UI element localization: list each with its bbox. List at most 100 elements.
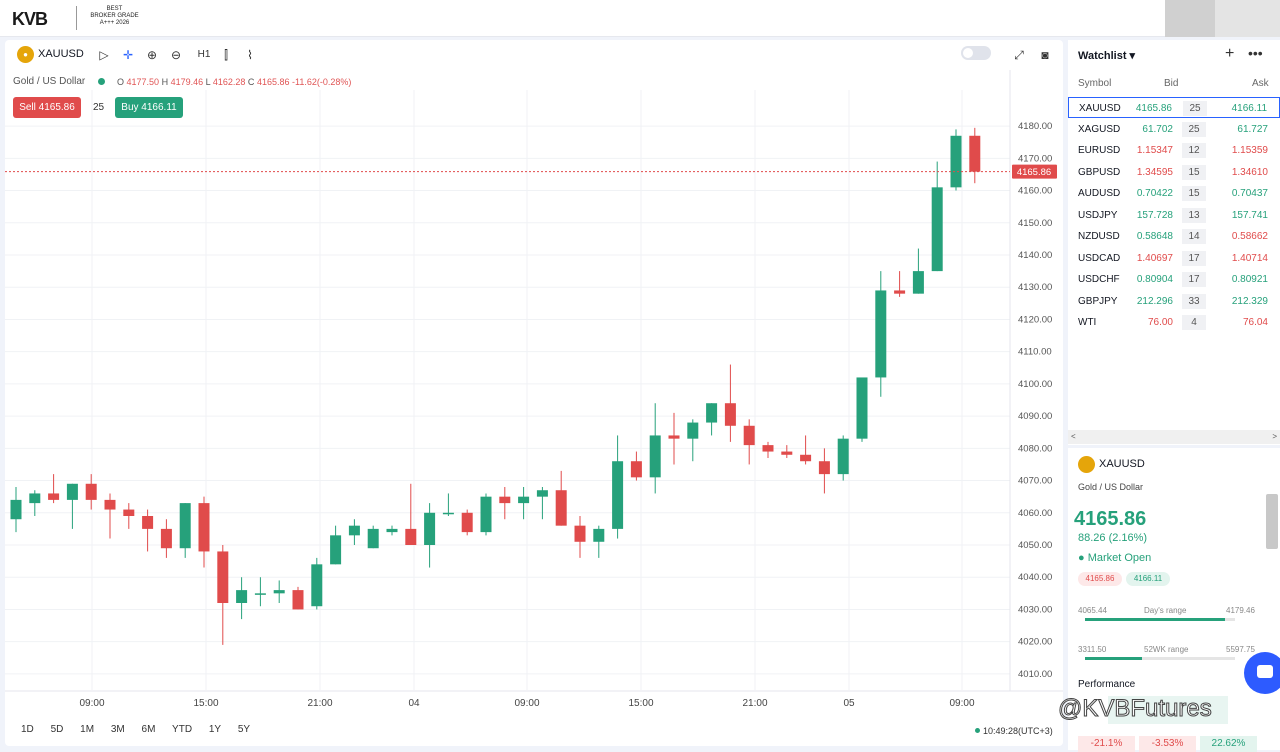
cursor-icon[interactable]: ▷ (99, 48, 109, 62)
wk52-label: 52WK range (1144, 645, 1189, 654)
ohlc-label: L (205, 77, 211, 87)
indicators-icon[interactable]: ⌇ (247, 48, 253, 62)
candle-body (518, 496, 530, 504)
more-icon[interactable]: ••• (1248, 45, 1263, 61)
candle-body (630, 461, 642, 478)
row-spread: 33 (1182, 293, 1206, 309)
watchlist-row-xauusd[interactable]: XAUUSD 4165.86 25 4166.11 (1068, 97, 1280, 118)
candle-body (781, 451, 793, 455)
crosshair-icon[interactable]: ✛ (122, 48, 134, 62)
row-bid: 212.296 (1136, 295, 1173, 307)
header-button[interactable] (1215, 0, 1280, 37)
candle-body (894, 290, 906, 294)
quantity-value[interactable]: 25 (93, 102, 105, 113)
chat-icon[interactable] (1244, 652, 1280, 694)
row-symbol: NZDUSD (1078, 231, 1120, 242)
watchlist-row-audusd[interactable]: AUDUSD 0.70422 15 0.70437 (1068, 183, 1280, 204)
y-tick-label: 4110.00 (1018, 347, 1052, 358)
row-spread: 12 (1182, 143, 1206, 158)
watchlist-row-nzdusd[interactable]: NZDUSD 0.58648 14 0.58662 (1068, 226, 1280, 247)
candle-body (160, 528, 172, 549)
period-5d[interactable]: 5D (50, 724, 64, 735)
candle-body (762, 445, 774, 452)
buy-button[interactable]: Buy 4166.11 (115, 97, 183, 118)
row-bid: 0.58648 (1136, 231, 1173, 242)
period-3m[interactable]: 3M (110, 724, 125, 735)
x-tick-label: 21:00 (742, 698, 767, 709)
header-button[interactable] (1165, 0, 1215, 37)
close-value: 4165.86 (256, 77, 290, 87)
candle-body (104, 499, 116, 510)
row-ask: 212.329 (1231, 295, 1268, 307)
row-bid: 1.15347 (1136, 145, 1173, 156)
row-symbol: USDCHF (1078, 274, 1120, 285)
candle-body (217, 551, 229, 603)
fullscreen-icon[interactable]: ⤢ (1014, 48, 1024, 62)
period-1d[interactable]: 1D (21, 724, 34, 735)
candle-body (66, 483, 78, 500)
candle-body (931, 187, 943, 272)
camera-icon[interactable]: ◙ (1041, 48, 1049, 62)
candle-body (311, 564, 323, 607)
row-symbol: XAGUSD (1078, 123, 1121, 135)
y-tick-label: 4150.00 (1018, 218, 1052, 229)
candle-body (480, 496, 492, 533)
kvb-logo[interactable]: KVB (12, 9, 48, 29)
candle-body (142, 516, 154, 529)
period-5y[interactable]: 5Y (237, 724, 251, 735)
period-1m[interactable]: 1M (80, 724, 95, 735)
zoom-in-icon[interactable]: ⊕ (146, 48, 158, 62)
candle-body (649, 435, 661, 478)
broker-grade-badge: BEST BROKER GRADE A+++ 2026 (76, 6, 146, 30)
row-ask: 76.04 (1242, 317, 1268, 328)
row-bid: 1.40697 (1136, 252, 1173, 264)
watchlist-title[interactable]: Watchlist ▾ (1078, 50, 1136, 62)
candle-body (593, 528, 605, 542)
period-1y[interactable]: 1Y (208, 724, 222, 735)
price-chart[interactable]: 4180.00 4170.00 4160.00 4150.00 4140.00 4130.… (5, 40, 1063, 746)
watchlist-scrollbar[interactable]: < > (1068, 430, 1280, 444)
watchlist-row-usdjpy[interactable]: USDJPY 157.728 13 157.741 (1068, 205, 1280, 226)
candle-body (179, 503, 191, 549)
y-tick-label: 4010.00 (1018, 669, 1052, 680)
watchlist-row-usdchf[interactable]: USDCHF 0.80904 17 0.80921 (1068, 269, 1280, 290)
symbol-selector[interactable]: XAUUSD (38, 48, 84, 60)
row-spread: 17 (1182, 250, 1206, 266)
row-bid: 1.34595 (1136, 166, 1173, 178)
watchlist-row-eurusd[interactable]: EURUSD 1.15347 12 1.15359 (1068, 140, 1280, 161)
period-ytd[interactable]: YTD (172, 724, 193, 735)
ohlc-label: C (247, 77, 255, 87)
watchlist-row-xagusd[interactable]: XAGUSD 61.702 25 61.727 (1068, 119, 1280, 140)
chart-panel: ● XAUUSD ▷ ✛ ⊕ ⊖ H1 ⫿ ⌇ ⤢ ◙ 4180.00 4170.… (5, 40, 1063, 746)
y-tick-label: 4030.00 (1018, 604, 1052, 615)
row-ask: 0.70437 (1231, 188, 1268, 199)
candle-body (254, 593, 266, 595)
watchlist-row-gbpjpy[interactable]: GBPJPY 212.296 33 212.329 (1068, 291, 1280, 312)
zoom-out-icon[interactable]: ⊖ (170, 48, 182, 62)
performance-cell: -21.1% (1078, 736, 1135, 752)
y-tick-label: 4090.00 (1018, 411, 1052, 422)
row-symbol: USDJPY (1078, 209, 1118, 221)
watchlist-row-usdcad[interactable]: USDCAD 1.40697 17 1.40714 (1068, 248, 1280, 269)
market-status: ● Market Open (1078, 552, 1152, 564)
scroll-left-icon[interactable]: < (1071, 432, 1076, 441)
candle-body (442, 512, 454, 515)
period-6m[interactable]: 6M (141, 724, 156, 735)
info-scrollbar[interactable] (1266, 494, 1278, 549)
row-symbol: GBPJPY (1078, 295, 1118, 307)
row-spread: 15 (1182, 186, 1206, 201)
timeframe-button[interactable]: H1 (197, 49, 211, 60)
candle-body (800, 454, 812, 462)
info-description: Gold / US Dollar (1078, 482, 1144, 492)
add-icon[interactable]: + (1225, 45, 1235, 62)
gold-icon: ● (17, 46, 34, 63)
watchlist-row-gbpusd[interactable]: GBPUSD 1.34595 15 1.34610 (1068, 162, 1280, 183)
toggle-switch[interactable] (961, 46, 991, 60)
watchlist-row-wti[interactable]: WTI 76.00 4 76.04 (1068, 312, 1280, 333)
scroll-right-icon[interactable]: > (1272, 432, 1277, 441)
badge-line: A+++ 2026 (99, 20, 130, 26)
candle-body (856, 377, 868, 439)
candles-icon[interactable]: ⫿ (224, 48, 228, 62)
candle-body (574, 525, 586, 542)
sell-button[interactable]: Sell 4165.86 (13, 97, 81, 118)
